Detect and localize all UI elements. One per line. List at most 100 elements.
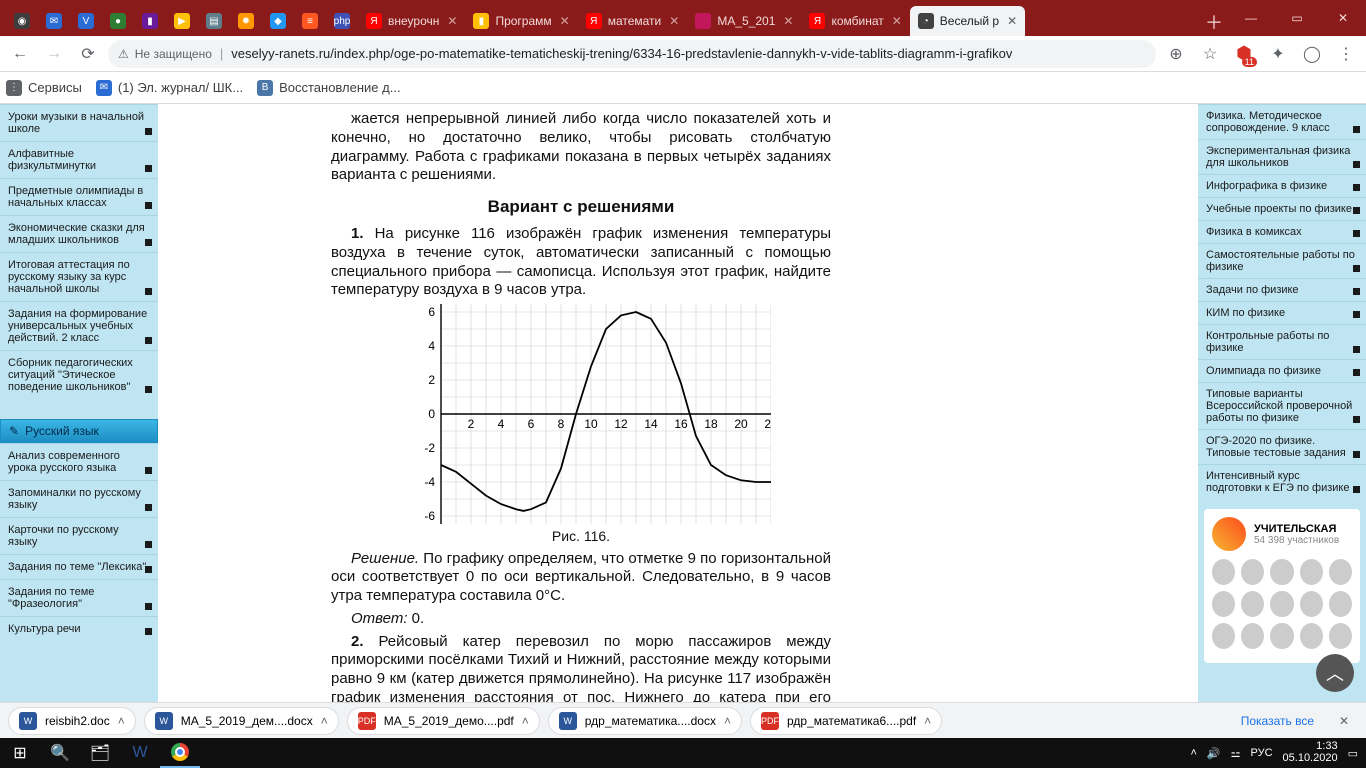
downloads-show-all[interactable]: Показать все [1233,710,1322,732]
tab-close-icon[interactable]: ✕ [1007,14,1017,28]
tray-clock[interactable]: 1:3305.10.2020 [1283,741,1338,764]
browser-tab[interactable]: ◔Веселый р✕ [910,6,1025,36]
browser-tab[interactable]: ● [102,6,134,36]
browser-tab[interactable]: ✹ [230,6,262,36]
sidebar-item[interactable]: Карточки по русскому языку [0,517,158,554]
sidebar-item[interactable]: Задания на формирование универсальных уч… [0,301,158,350]
chevron-up-icon[interactable]: ˄ [522,714,529,728]
tray-language[interactable]: РУС [1251,747,1273,759]
browser-tab[interactable]: ◆ [262,6,294,36]
sidebar-item[interactable]: Алфавитные физкультминутки [0,141,158,178]
tab-close-icon[interactable]: ✕ [669,14,679,28]
taskbar-word[interactable]: W [120,738,160,768]
sidebar-item[interactable]: Физика. Методическое сопровождение. 9 кл… [1198,104,1366,139]
nav-reload[interactable]: ⟳ [74,40,102,68]
zoom-icon[interactable]: ⊕ [1162,40,1190,68]
sidebar-item[interactable]: Предметные олимпиады в начальных классах [0,178,158,215]
browser-tab[interactable]: ▮ [134,6,166,36]
sidebar-item[interactable]: ОГЭ-2020 по физике. Типовые тестовые зад… [1198,429,1366,464]
bookmark-favicon: ✉ [96,80,112,96]
bookmark-star-icon[interactable]: ☆ [1196,40,1224,68]
extension-icon[interactable]: ⬢ 11 [1230,40,1258,68]
sidebar-item[interactable]: Задачи по физике [1198,278,1366,301]
taskbar-chrome[interactable] [160,738,200,768]
tray-volume-icon[interactable]: 🔊 [1207,747,1221,760]
sidebar-item[interactable]: КИМ по физике [1198,301,1366,324]
file-type-icon: PDF [761,712,779,730]
security-indicator[interactable]: ⚠ Не защищено [118,47,212,61]
chevron-up-icon[interactable]: ˄ [321,714,328,728]
chevron-up-icon[interactable]: ˄ [118,714,125,728]
browser-tab[interactable]: Яматемати✕ [578,6,688,36]
sidebar-item[interactable]: Итоговая аттестация по русскому языку за… [0,252,158,301]
browser-tab[interactable]: МА_5_201✕ [687,6,801,36]
profile-avatar-icon[interactable]: ◯ [1298,40,1326,68]
download-chip[interactable]: Wрдр_математика....docx˄ [548,707,742,735]
tab-close-icon[interactable]: ✕ [783,14,793,28]
taskbar-search[interactable]: 🔍 [40,738,80,768]
browser-tab[interactable]: Явнеурочн✕ [358,6,465,36]
browser-tab[interactable]: ▶ [166,6,198,36]
scroll-to-top-button[interactable]: ︿ [1316,654,1354,692]
browser-tab[interactable]: ◉ [6,6,38,36]
community-widget[interactable]: УЧИТЕЛЬСКАЯ 54 398 участников [1204,509,1360,663]
browser-tab[interactable]: ✉ [38,6,70,36]
bookmark-item[interactable]: ⋮⋮⋮Сервисы [6,80,82,96]
sidebar-item[interactable]: Инфографика в физике [1198,174,1366,197]
browser-tab[interactable]: php [326,6,358,36]
start-button[interactable]: ⊞ [0,738,40,768]
sidebar-item[interactable]: Типовые варианты Всероссийской проверочн… [1198,382,1366,429]
sidebar-item[interactable]: Задания по теме "Фразеология" [0,579,158,616]
window-close[interactable]: ✕ [1320,0,1366,36]
browser-tab[interactable]: ▮Программ✕ [465,6,577,36]
tab-close-icon[interactable]: ✕ [892,14,902,28]
taskbar-explorer[interactable]: 🗂 [80,738,120,768]
bookmark-label: Сервисы [28,80,82,95]
sidebar-item[interactable]: Физика в комиксах [1198,220,1366,243]
tab-close-icon[interactable]: ✕ [560,14,570,28]
bullet-icon [1353,288,1360,295]
sidebar-section-header[interactable]: ✎Русский язык [0,419,158,443]
sidebar-item[interactable]: Анализ современного урока русского языка [0,443,158,480]
window-minimize[interactable]: — [1228,0,1274,36]
sidebar-item-label: Контрольные работы по физике [1206,330,1329,354]
sidebar-item[interactable]: Запоминалки по русскому языку [0,480,158,517]
sidebar-item-label: Физика в комиксах [1206,226,1302,238]
extensions-puzzle-icon[interactable]: ✦ [1264,40,1292,68]
sidebar-item[interactable]: Культура речи [0,616,158,641]
browser-tab[interactable]: ▤ [198,6,230,36]
tray-notifications-icon[interactable]: ▭ [1348,747,1358,760]
sidebar-item[interactable]: Учебные проекты по физике [1198,197,1366,220]
download-chip[interactable]: WМА_5_2019_дем....docx˄ [144,707,339,735]
chevron-up-icon[interactable]: ˄ [724,714,731,728]
download-chip[interactable]: PDFМА_5_2019_демо....pdf˄ [347,707,540,735]
sidebar-item[interactable]: Сборник педагогических ситуаций "Этическ… [0,350,158,399]
sidebar-item[interactable]: Экономические сказки для младших школьни… [0,215,158,252]
chrome-menu-icon[interactable]: ⋮ [1332,40,1360,68]
sidebar-item[interactable]: Контрольные работы по физике [1198,324,1366,359]
page-viewport: Уроки музыки в начальной школеАлфавитные… [0,104,1366,702]
chevron-up-icon[interactable]: ˄ [924,714,931,728]
nav-back[interactable]: ← [6,40,34,68]
browser-tab[interactable]: V [70,6,102,36]
tray-chevron-icon[interactable]: ˄ [1190,747,1196,759]
sidebar-item[interactable]: Уроки музыки в начальной школе [0,104,158,141]
sidebar-item[interactable]: Олимпиада по физике [1198,359,1366,382]
sidebar-item[interactable]: Интенсивный курс подготовки к ЕГЭ по физ… [1198,464,1366,499]
address-bar[interactable]: ⚠ Не защищено | veselyy-ranets.ru/index.… [108,40,1156,68]
download-chip[interactable]: Wreisbih2.doc˄ [8,707,136,735]
bookmark-item[interactable]: ✉(1) Эл. журнал/ ШК... [96,80,243,96]
bookmark-item[interactable]: ВВосстановление д... [257,80,400,96]
sidebar-item[interactable]: Самостоятельные работы по физике [1198,243,1366,278]
svg-text:8: 8 [558,417,565,431]
sidebar-item[interactable]: Экспериментальная физика для школьников [1198,139,1366,174]
tray-wifi-icon[interactable]: ⚍ [1231,747,1241,760]
tab-close-icon[interactable]: ✕ [447,14,457,28]
new-tab-button[interactable]: ＋ [1200,8,1228,36]
browser-tab[interactable]: Якомбинат✕ [801,6,909,36]
window-maximize[interactable]: ▭ [1274,0,1320,36]
sidebar-item[interactable]: Задания по теме "Лексика" [0,554,158,579]
download-chip[interactable]: PDFрдр_математика6....pdf˄ [750,707,942,735]
downloads-close-icon[interactable]: ✕ [1330,707,1358,735]
browser-tab[interactable]: ≡ [294,6,326,36]
